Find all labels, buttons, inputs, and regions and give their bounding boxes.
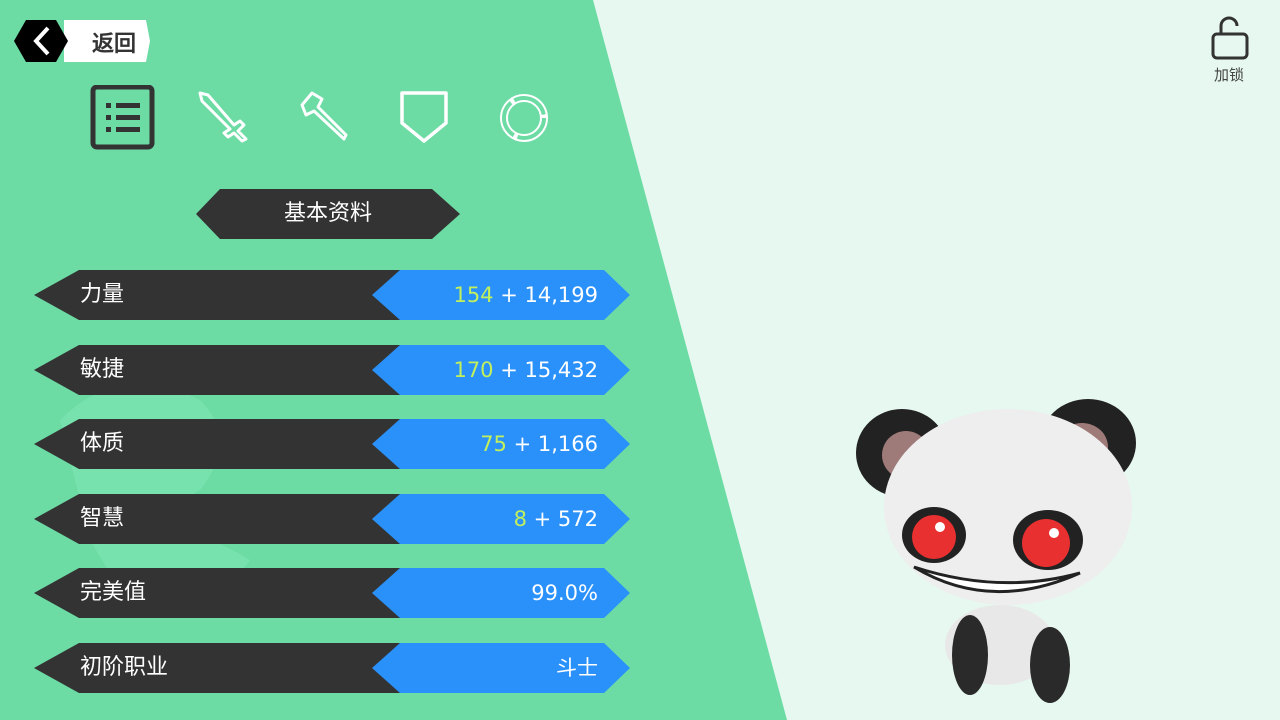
stat-name: 智慧: [80, 506, 125, 531]
stat-bonus: + 15,432: [500, 358, 598, 382]
stat-value-bg: 99.0%: [372, 568, 630, 618]
stat-bonus: + 14,199: [500, 283, 598, 307]
stat-bonus: 斗士: [556, 656, 598, 680]
stat-row: 敏捷 170 + 15,432: [34, 345, 634, 395]
shield-icon: [400, 91, 448, 143]
stat-base: 170: [453, 358, 494, 382]
lock-button[interactable]: 加锁: [1206, 14, 1252, 85]
list-icon: [90, 84, 155, 150]
stat-name: 敏捷: [80, 357, 125, 382]
stat-value: 75 + 1,166: [480, 419, 598, 469]
back-label: 返回: [92, 32, 137, 57]
staff-icon: [300, 91, 348, 141]
back-button[interactable]: 返回: [14, 20, 154, 62]
stat-bonus: + 1,166: [513, 432, 598, 456]
unlock-icon: [1211, 16, 1249, 60]
stat-value-bg: 斗士: [372, 643, 630, 693]
stat-label-bg: [34, 568, 414, 618]
stat-label-bg: [34, 643, 414, 693]
stat-base: 154: [453, 283, 494, 307]
stat-value: 170 + 15,432: [453, 345, 598, 395]
stat-label-bg: [34, 270, 414, 320]
stat-value: 99.0%: [531, 568, 598, 618]
stat-row: 力量 154 + 14,199: [34, 270, 634, 320]
stat-name: 力量: [80, 282, 125, 307]
stat-bonus: 99.0%: [531, 581, 598, 605]
tab-basic-info[interactable]: [90, 84, 156, 151]
stat-bonus: + 572: [533, 507, 598, 531]
stat-label-bg: [34, 494, 414, 544]
stat-value-bg: 154 + 14,199: [372, 270, 630, 320]
back-arrow-icon: [14, 20, 150, 62]
stat-base: 8: [513, 507, 527, 531]
stat-row: 智慧 8 + 572: [34, 494, 634, 544]
panda-character: [856, 399, 1136, 703]
stat-row: 完美值 99.0%: [34, 568, 634, 618]
tab-accessory[interactable]: [490, 85, 556, 151]
stat-name: 完美值: [80, 580, 147, 605]
stat-row: 体质 75 + 1,166: [34, 419, 634, 469]
stat-row: 初阶职业 斗士: [34, 643, 634, 693]
stat-name: 初阶职业: [80, 655, 169, 680]
sword-icon: [198, 91, 248, 143]
tab-staff[interactable]: [290, 85, 356, 151]
tab-armor[interactable]: [390, 85, 456, 151]
lock-label: 加锁: [1213, 66, 1244, 84]
stat-label-bg: [34, 419, 414, 469]
stat-value-bg: 170 + 15,432: [372, 345, 630, 395]
stat-value: 154 + 14,199: [453, 270, 598, 320]
stat-base: 75: [480, 432, 507, 456]
ring-icon: [500, 94, 548, 142]
stat-value: 斗士: [556, 643, 598, 693]
stat-value-bg: 8 + 572: [372, 494, 630, 544]
tab-weapon[interactable]: [190, 85, 256, 151]
stat-value: 8 + 572: [514, 494, 598, 544]
section-title: 基本资料: [196, 189, 460, 239]
stat-name: 体质: [80, 431, 125, 456]
stat-label-bg: [34, 345, 414, 395]
stat-value-bg: 75 + 1,166: [372, 419, 630, 469]
